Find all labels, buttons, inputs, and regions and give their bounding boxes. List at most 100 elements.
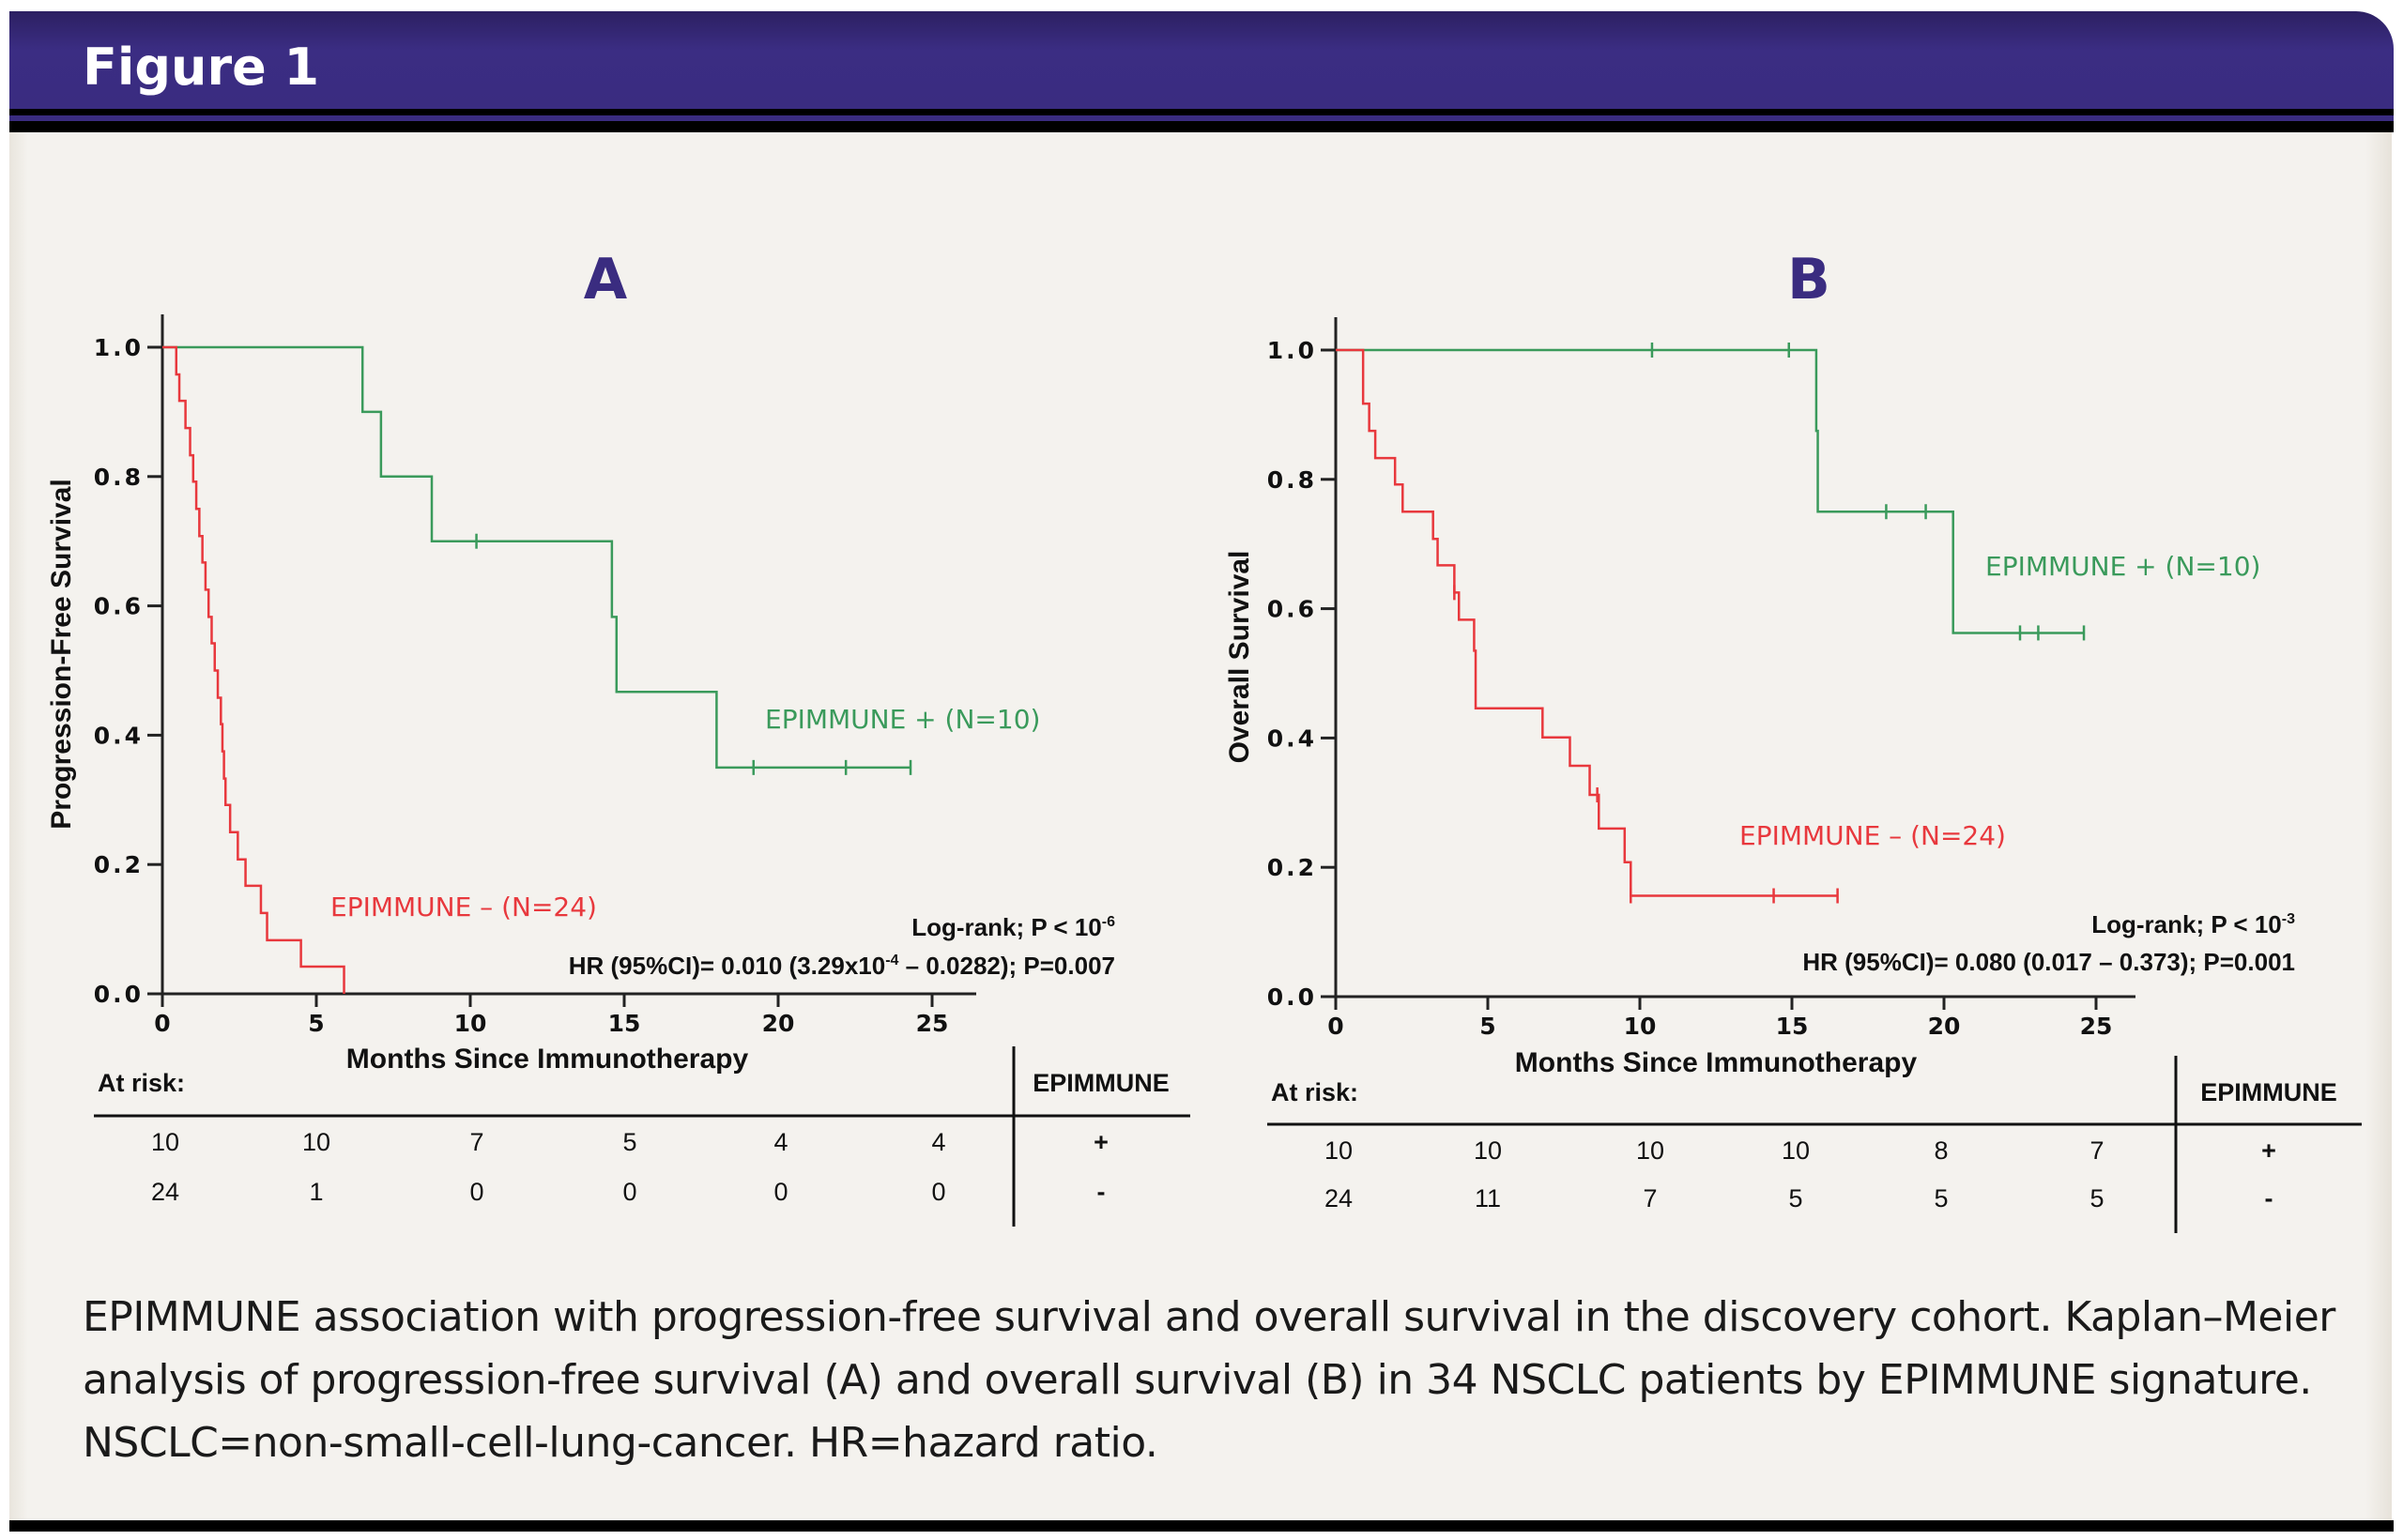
at-risk-count: 11 bbox=[1475, 1184, 1501, 1212]
x-tick-label: 15 bbox=[1776, 1013, 1809, 1040]
series-epimmune-positive bbox=[162, 345, 912, 775]
figure-panel bbox=[9, 132, 2392, 1523]
x-tick-label: 0 bbox=[154, 1010, 170, 1037]
legend-label-positive: EPIMMUNE + (N=10) bbox=[765, 704, 1040, 735]
at-risk-count: 7 bbox=[469, 1128, 483, 1156]
at-risk-count: 0 bbox=[469, 1178, 483, 1206]
survival-curve bbox=[1336, 348, 1838, 897]
hr-text: HR (95%CI)= 0.010 (3.29x10 bbox=[569, 952, 885, 980]
logrank-text: Log-rank; P < 10 bbox=[2091, 910, 2282, 938]
x-tick-label: 25 bbox=[2080, 1013, 2113, 1040]
survival-curve bbox=[162, 345, 911, 770]
y-tick-label: 1.0 bbox=[1267, 337, 1317, 364]
x-tick-label: 25 bbox=[916, 1010, 949, 1037]
at-risk-title: At risk: bbox=[1271, 1078, 1358, 1106]
logrank-exponent: -3 bbox=[2282, 911, 2295, 927]
hazard-ratio-annotation: HR (95%CI)= 0.010 (3.29x10-4 – 0.0282); … bbox=[569, 952, 1115, 980]
at-risk-group: - bbox=[2265, 1184, 2273, 1212]
y-tick-label: 0.4 bbox=[94, 722, 144, 749]
x-tick-label: 20 bbox=[1928, 1013, 1961, 1040]
header-rule bbox=[9, 109, 2394, 115]
at-risk-row: 24 1 0 0 0 0 - bbox=[151, 1178, 1106, 1206]
at-risk-count: 5 bbox=[1788, 1184, 1802, 1212]
survival-curve bbox=[162, 345, 345, 994]
at-risk-count: 7 bbox=[2089, 1136, 2104, 1165]
y-tick-label: 0.8 bbox=[94, 464, 144, 491]
group-header: EPIMMUNE bbox=[1033, 1069, 1170, 1097]
at-risk-count: 10 bbox=[1474, 1136, 1502, 1165]
at-risk-count: 8 bbox=[1934, 1136, 1948, 1165]
legend-label-negative: EPIMMUNE – (N=24) bbox=[1739, 820, 2006, 851]
y-tick-label: 0.6 bbox=[94, 593, 144, 620]
x-tick-label: 10 bbox=[1624, 1013, 1657, 1040]
at-risk-count: 10 bbox=[1324, 1136, 1353, 1165]
at-risk-count: 0 bbox=[931, 1178, 945, 1206]
x-axis-label: Months Since Immunotherapy bbox=[1515, 1047, 1918, 1078]
at-risk-count: 0 bbox=[773, 1178, 788, 1206]
km-panel-a: A0.00.20.40.60.81.00 5 10 15 20 25Progression… bbox=[46, 247, 1190, 1227]
at-risk-count: 5 bbox=[1934, 1184, 1948, 1212]
at-risk-count: 10 bbox=[1782, 1136, 1810, 1165]
x-tick-label: 20 bbox=[762, 1010, 795, 1037]
at-risk-row: 10 10 10 10 8 7 + bbox=[1324, 1136, 2276, 1165]
y-tick-label: 0.2 bbox=[94, 851, 144, 878]
y-tick-label: 0.2 bbox=[1267, 854, 1317, 881]
at-risk-group: + bbox=[2261, 1136, 2276, 1165]
hr-exponent: -4 bbox=[885, 953, 898, 968]
at-risk-count: 5 bbox=[622, 1128, 636, 1156]
at-risk-count: 5 bbox=[2089, 1184, 2104, 1212]
x-tick-label: 0 bbox=[1327, 1013, 1343, 1040]
series-epimmune-negative bbox=[162, 345, 345, 994]
y-tick-label: 0.6 bbox=[1267, 596, 1317, 623]
x-tick-label: 5 bbox=[308, 1010, 324, 1037]
logrank-exponent: -6 bbox=[1102, 914, 1115, 930]
at-risk-row: 10 10 7 5 4 4 + bbox=[151, 1128, 1109, 1156]
x-tick-label: 5 bbox=[1479, 1013, 1495, 1040]
hr-text: HR (95%CI)= 0.080 (0.017 – 0.373); P=0.0… bbox=[1802, 948, 2295, 976]
x-axis-label: Months Since Immunotherapy bbox=[346, 1044, 749, 1075]
at-risk-group: - bbox=[1097, 1178, 1106, 1206]
at-risk-group: + bbox=[1094, 1128, 1109, 1156]
y-tick-label: 1.0 bbox=[94, 334, 144, 361]
at-risk-count: 10 bbox=[1636, 1136, 1664, 1165]
figure-caption: EPIMMUNE association with progression-fr… bbox=[83, 1293, 2335, 1467]
y-axis-label: Progression-Free Survival bbox=[46, 479, 77, 829]
figure-header: Figure 1 bbox=[9, 11, 2394, 109]
at-risk-row: 24 11 7 5 5 5 - bbox=[1324, 1184, 2273, 1212]
legend-label-negative: EPIMMUNE – (N=24) bbox=[330, 892, 597, 922]
at-risk-count: 10 bbox=[302, 1128, 330, 1156]
at-risk-count: 24 bbox=[1324, 1184, 1353, 1212]
y-tick-label: 0.0 bbox=[1267, 983, 1317, 1011]
group-header: EPIMMUNE bbox=[2200, 1078, 2337, 1106]
logrank-annotation: Log-rank; P < 10-6 bbox=[911, 913, 1115, 941]
hr-text-suffix: – 0.0282); P=0.007 bbox=[898, 952, 1115, 980]
panel-label: B bbox=[1787, 247, 1830, 313]
hazard-ratio-annotation: HR (95%CI)= 0.080 (0.017 – 0.373); P=0.0… bbox=[1802, 948, 2295, 976]
y-tick-label: 0.4 bbox=[1267, 724, 1317, 752]
at-risk-count: 0 bbox=[622, 1178, 636, 1206]
x-tick-label: 10 bbox=[454, 1010, 487, 1037]
logrank-text: Log-rank; P < 10 bbox=[911, 913, 1102, 941]
at-risk-table: At risk: EPIMMUNE 10 10 10 10 8 7 +24 11 7 5 5 5 - bbox=[1267, 1056, 2362, 1233]
km-panel-b: B 0.0 0.2 0.4 0.6 0.8 1.0 0 5 10 15 20 25 Overall Sur… bbox=[1224, 247, 2362, 1233]
panel-label: A bbox=[584, 247, 628, 313]
x-tick-label: 15 bbox=[608, 1010, 641, 1037]
logrank-annotation: Log-rank; P < 10-3 bbox=[2091, 910, 2295, 938]
y-tick-label: 0.8 bbox=[1267, 466, 1317, 494]
at-risk-count: 24 bbox=[151, 1178, 179, 1206]
at-risk-count: 7 bbox=[1643, 1184, 1657, 1212]
figure-title: Figure 1 bbox=[83, 38, 320, 97]
header-rule-lower bbox=[9, 121, 2394, 132]
survival-curve bbox=[1336, 348, 2085, 634]
series-epimmune-negative bbox=[1336, 348, 1839, 904]
at-risk-count: 4 bbox=[931, 1128, 945, 1156]
at-risk-count: 4 bbox=[773, 1128, 788, 1156]
y-tick-label: 0.0 bbox=[94, 981, 144, 1008]
at-risk-title: At risk: bbox=[98, 1069, 185, 1097]
legend-label-positive: EPIMMUNE + (N=10) bbox=[1985, 551, 2260, 582]
at-risk-count: 1 bbox=[309, 1178, 323, 1206]
series-epimmune-positive bbox=[1336, 343, 2086, 641]
y-axis-label: Overall Survival bbox=[1224, 551, 1255, 764]
